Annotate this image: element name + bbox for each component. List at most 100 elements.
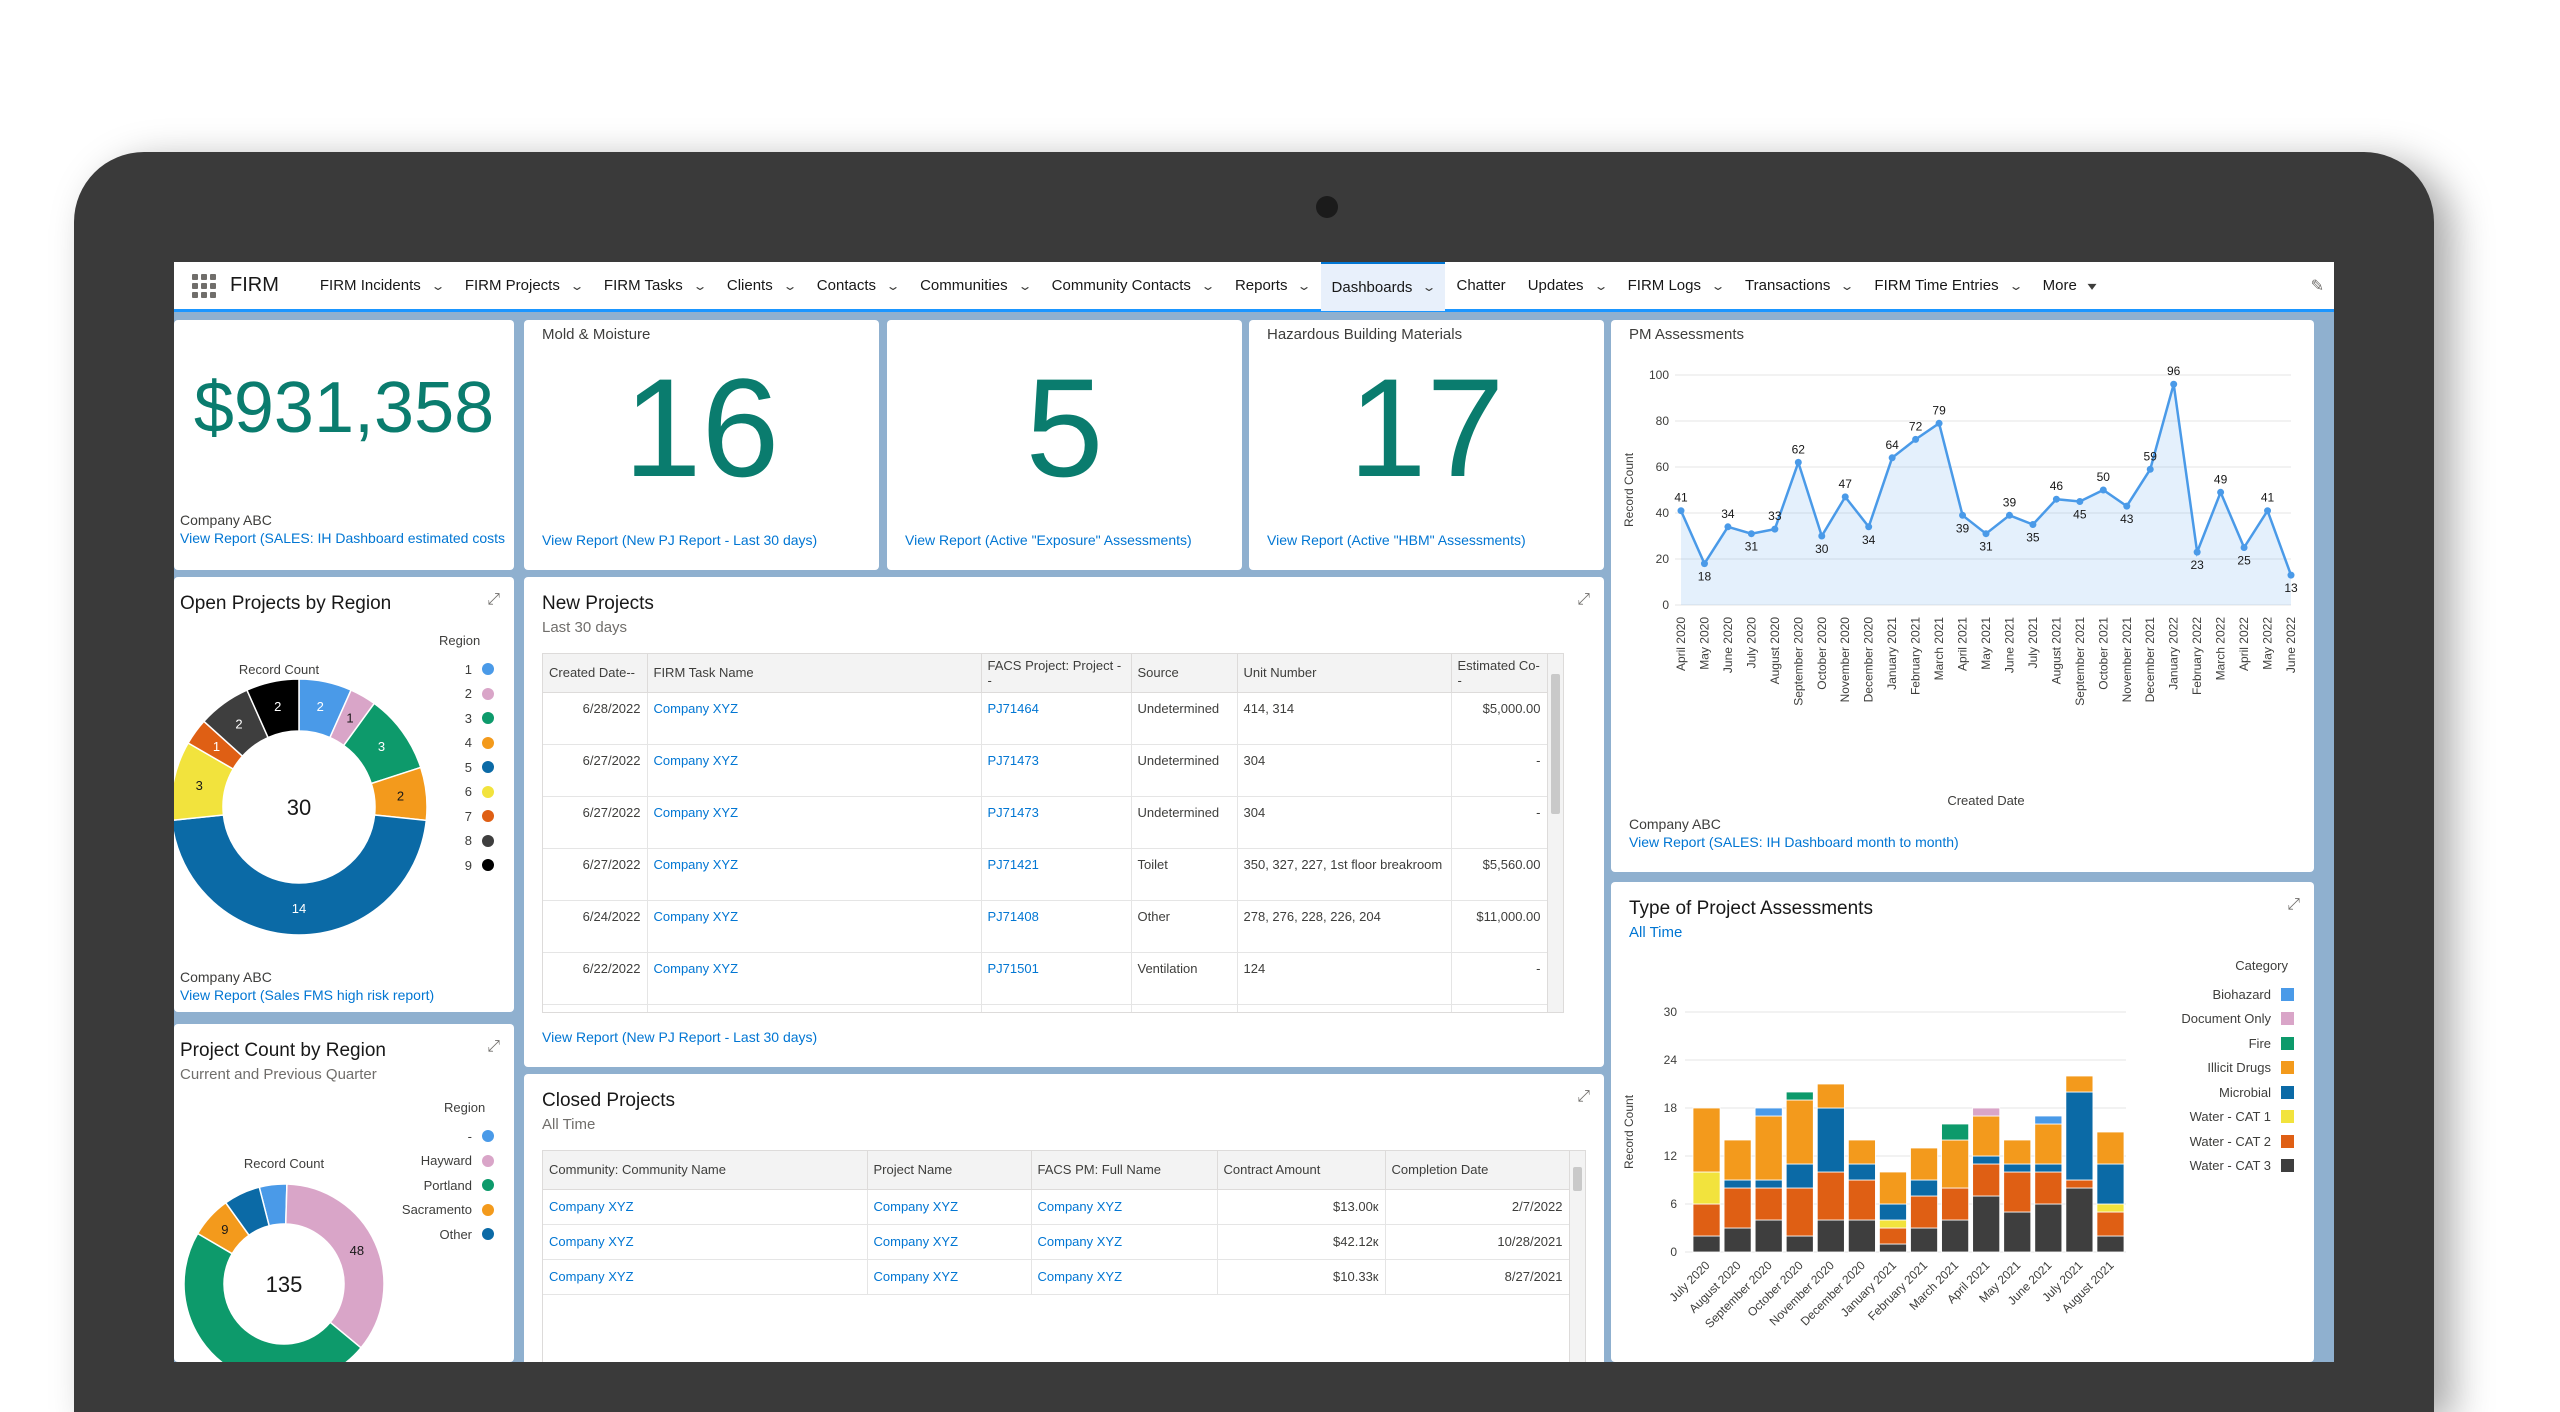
- data-label: 34: [1721, 507, 1735, 521]
- pm-report-link[interactable]: View Report (SALES: IH Dashboard month t…: [1629, 834, 1959, 850]
- closed-projects-table-wrap[interactable]: Community: Community Name Project Name FAC…: [542, 1150, 1586, 1362]
- table-cell-link[interactable]: PJ71464: [981, 692, 1132, 745]
- open-region-report-link[interactable]: View Report (Sales FMS high risk report): [180, 987, 435, 1003]
- table-row[interactable]: 6/27/2022 Company XYZ PJ71473 Undetermined 3…: [543, 796, 1548, 849]
- chevron-down-icon[interactable]: ⌄: [1421, 280, 1437, 294]
- nav-item-dashboards[interactable]: Dashboards ⌄: [1320, 262, 1446, 311]
- table-cell-link[interactable]: PJ71473: [981, 796, 1132, 849]
- chevron-down-icon[interactable]: ▾: [2087, 278, 2097, 293]
- table-row[interactable]: 6/27/2022 Company XYZ PJ71421 Toilet 350, 32…: [543, 848, 1548, 901]
- chevron-down-icon[interactable]: ⌄: [885, 278, 901, 293]
- column-header[interactable]: Unit Number: [1237, 654, 1452, 693]
- table-cell-link[interactable]: Company XYZ: [647, 952, 982, 1005]
- table-cell-link[interactable]: PJ71408: [981, 900, 1132, 953]
- table-cell-link[interactable]: Company XYZ: [543, 1259, 868, 1295]
- chevron-down-icon[interactable]: ⌄: [2008, 278, 2024, 293]
- chevron-down-icon[interactable]: ⌄: [1296, 278, 1313, 293]
- table-cell-link[interactable]: Company XYZ: [867, 1189, 1032, 1225]
- table-cell-link[interactable]: Company XYZ: [647, 744, 982, 797]
- nav-item-contacts[interactable]: Contacts ⌄: [806, 262, 909, 311]
- table-cell-link[interactable]: PJ71473: [981, 744, 1132, 797]
- chevron-down-icon[interactable]: ⌄: [782, 278, 798, 293]
- estimated-costs-report-link[interactable]: View Report (SALES: IH Dashboard estimat…: [180, 530, 506, 546]
- table-cell-link[interactable]: Company XYZ: [543, 1189, 868, 1225]
- nav-item-reports[interactable]: Reports ⌄: [1224, 262, 1321, 311]
- column-header[interactable]: Contract Amount: [1217, 1151, 1386, 1190]
- column-header[interactable]: Project Name: [867, 1151, 1032, 1190]
- app-launcher-icon[interactable]: [192, 273, 216, 298]
- table-row[interactable]: Company XYZ Company XYZ Company XYZ $42.12к…: [543, 1224, 1570, 1260]
- table-row[interactable]: 6/24/2022 Company XYZ PJ71408 Other 278, 276…: [543, 900, 1548, 953]
- nav-item-communities[interactable]: Communities ⌄: [909, 262, 1041, 311]
- nav-item-firm-projects[interactable]: FIRM Projects ⌄: [454, 262, 593, 311]
- table-cell-link[interactable]: Company XYZ: [1031, 1189, 1218, 1225]
- scrollbar-thumb[interactable]: [1551, 674, 1560, 814]
- nav-item-firm-time-entries[interactable]: FIRM Time Entries ⌄: [1863, 262, 2031, 311]
- chevron-down-icon[interactable]: ⌄: [692, 278, 708, 293]
- table-header-row: Created Date-- FIRM Task Name FACS Project…: [543, 654, 1548, 693]
- table-cell-link[interactable]: PJ71421: [981, 848, 1132, 901]
- chevron-down-icon[interactable]: ⌄: [1200, 278, 1216, 293]
- data-label: 64: [1885, 438, 1899, 452]
- table-cell-link[interactable]: Company XYZ: [1031, 1259, 1218, 1295]
- table-row[interactable]: Company XYZ Company XYZ Company XYZ $10.33к…: [543, 1259, 1570, 1295]
- chevron-down-icon[interactable]: ⌄: [1839, 278, 1855, 293]
- scrollbar-thumb[interactable]: [1573, 1167, 1582, 1191]
- table-scrollbar[interactable]: [1569, 1151, 1585, 1362]
- table-row[interactable]: 6/27/2022 Company XYZ PJ71473 Undetermined 3…: [543, 744, 1548, 797]
- edit-nav-icon[interactable]: ✎: [2310, 278, 2324, 295]
- expand-icon[interactable]: ⤢: [1577, 591, 1590, 608]
- table-scrollbar[interactable]: [1547, 654, 1563, 1012]
- column-header[interactable]: FACS Project: Project --: [981, 654, 1132, 693]
- table-cell-link[interactable]: Company XYZ: [867, 1224, 1032, 1260]
- nav-item-firm-tasks[interactable]: FIRM Tasks ⌄: [593, 262, 716, 311]
- table-cell-link[interactable]: Company XYZ: [647, 1004, 982, 1012]
- expand-icon[interactable]: ⤢: [487, 1038, 500, 1055]
- table-cell-link[interactable]: Company XYZ: [647, 796, 982, 849]
- nav-item-clients[interactable]: Clients ⌄: [716, 262, 806, 311]
- nav-item-chatter[interactable]: Chatter: [1445, 262, 1516, 311]
- table-cell-link[interactable]: Company XYZ: [647, 848, 982, 901]
- chevron-down-icon[interactable]: ⌄: [1710, 278, 1726, 293]
- table-row[interactable]: 6/22/2022 Company XYZ PJ71501 Ventilation 12…: [543, 952, 1548, 1005]
- table-cell-link[interactable]: Company XYZ: [647, 900, 982, 953]
- table-cell-link[interactable]: PJ71293: [981, 1004, 1132, 1012]
- exposure-report-link[interactable]: View Report (Active "Exposure" Assessmen…: [905, 532, 1192, 548]
- column-header[interactable]: FIRM Task Name: [647, 654, 982, 693]
- nav-item-community-contacts[interactable]: Community Contacts ⌄: [1041, 262, 1224, 311]
- table-row[interactable]: Company XYZ Company XYZ Company XYZ $13.00к…: [543, 1189, 1570, 1225]
- new-projects-report-link[interactable]: View Report (New PJ Report - Last 30 day…: [542, 1029, 818, 1045]
- mold-moisture-report-link[interactable]: View Report (New PJ Report - Last 30 day…: [542, 532, 818, 548]
- nav-item-firm-logs[interactable]: FIRM Logs ⌄: [1617, 262, 1734, 311]
- x-tick-label: August 2020: [1768, 617, 1782, 685]
- table-row[interactable]: 6/28/2022 Company XYZ PJ71464 Undetermined 4…: [543, 692, 1548, 745]
- column-header[interactable]: Source: [1131, 654, 1238, 693]
- nav-item-transactions[interactable]: Transactions ⌄: [1734, 262, 1863, 311]
- column-header[interactable]: Created Date--: [543, 654, 648, 693]
- chevron-down-icon[interactable]: ⌄: [1017, 278, 1033, 293]
- nav-item-firm-incidents[interactable]: FIRM Incidents ⌄: [309, 262, 454, 311]
- table-cell-link[interactable]: Company XYZ: [543, 1224, 868, 1260]
- nav-item-more[interactable]: More ▾: [2032, 262, 2106, 311]
- table-cell-link[interactable]: PJ71501: [981, 952, 1132, 1005]
- expand-icon[interactable]: ⤢: [487, 591, 500, 608]
- expand-icon[interactable]: ⤢: [1577, 1088, 1590, 1105]
- nav-item-updates[interactable]: Updates ⌄: [1517, 262, 1617, 311]
- new-projects-table-wrap[interactable]: Created Date-- FIRM Task Name FACS Project…: [542, 653, 1564, 1013]
- chevron-down-icon[interactable]: ⌄: [569, 278, 585, 293]
- chevron-down-icon[interactable]: ⌄: [1593, 278, 1609, 293]
- expand-icon[interactable]: ⤢: [2287, 896, 2300, 913]
- column-header[interactable]: FACS PM: Full Name: [1031, 1151, 1218, 1190]
- table-cell-link[interactable]: Company XYZ: [1031, 1224, 1218, 1260]
- column-header[interactable]: Community: Community Name: [543, 1151, 868, 1190]
- hbm-report-link[interactable]: View Report (Active "HBM" Assessments): [1267, 532, 1526, 548]
- chevron-down-icon[interactable]: ⌄: [430, 278, 446, 293]
- data-point: [1724, 523, 1732, 531]
- data-point: [1818, 532, 1826, 540]
- column-header[interactable]: Estimated Co--: [1451, 654, 1548, 693]
- table-cell-link[interactable]: Company XYZ: [867, 1259, 1032, 1295]
- bar-segment: [1816, 1083, 1845, 1109]
- table-cell-link[interactable]: Company XYZ: [647, 692, 982, 745]
- column-header[interactable]: Completion Date: [1385, 1151, 1570, 1190]
